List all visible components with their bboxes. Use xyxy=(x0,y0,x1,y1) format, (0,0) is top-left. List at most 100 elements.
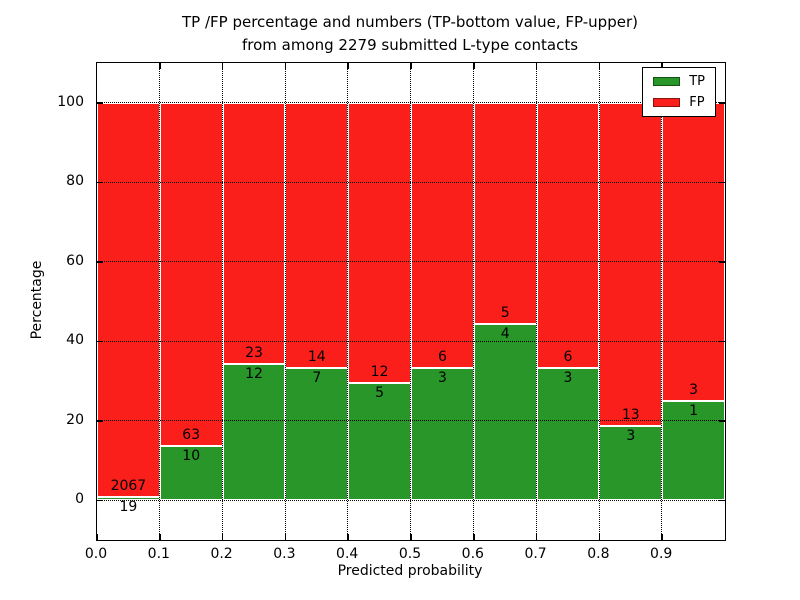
x-tick-mark-bottom xyxy=(473,534,475,540)
legend: TP FP xyxy=(642,67,716,117)
chart-title-line1: TP /FP percentage and numbers (TP-bottom… xyxy=(182,13,638,31)
x-tick-label: 0.2 xyxy=(210,546,233,562)
y-tick-label: 60 xyxy=(66,252,84,269)
bar-count-label-fp: 3 xyxy=(689,381,699,398)
y-tick-mark-right xyxy=(719,261,725,263)
y-tick-label: 0 xyxy=(75,491,84,508)
bar-count-label-fp: 6 xyxy=(563,348,573,365)
x-tick-mark-bottom xyxy=(661,534,663,540)
y-tick-label: 20 xyxy=(66,411,84,428)
x-tick-mark-top xyxy=(284,63,287,69)
grid-line-vertical xyxy=(284,63,286,540)
y-tick-label: 80 xyxy=(66,173,84,190)
x-tick-mark-top xyxy=(473,63,475,69)
x-tick-label: 0.3 xyxy=(273,546,296,562)
x-tick-label: 0.6 xyxy=(461,546,484,562)
y-tick-mark-left xyxy=(97,499,103,501)
x-tick-mark-top xyxy=(410,63,412,69)
y-tick-mark-left xyxy=(97,261,103,263)
bar-count-label-tp: 12 xyxy=(245,365,263,382)
bar-segment-fp xyxy=(348,102,411,384)
legend-swatch-fp xyxy=(653,98,681,107)
bar-count-label-fp: 6 xyxy=(437,348,447,365)
grid-line-vertical xyxy=(473,63,475,540)
legend-entry: TP xyxy=(653,75,705,88)
x-tick-mark-bottom xyxy=(598,534,601,540)
bar-count-label-fp: 13 xyxy=(621,406,640,423)
bar-count-label-tp: 3 xyxy=(563,369,573,386)
bar-segment-fp xyxy=(662,102,725,401)
bar-segment-fp xyxy=(473,102,537,324)
x-tick-mark-bottom xyxy=(410,534,412,540)
bar-count-label-fp: 2067 xyxy=(110,477,147,494)
bar-segment-fp xyxy=(285,102,349,368)
bar-segment-fp xyxy=(599,102,663,426)
x-tick-label: 0.7 xyxy=(524,546,547,562)
y-tick-label: 100 xyxy=(57,93,84,110)
bar-segment-fp xyxy=(536,102,600,368)
bar-count-label-fp: 23 xyxy=(245,344,263,361)
bar-segment-fp xyxy=(411,102,474,368)
bar-segment-tp xyxy=(285,367,349,501)
bar-segment-tp xyxy=(411,367,474,501)
grid-line-vertical xyxy=(535,63,537,540)
x-tick-mark-bottom xyxy=(159,534,161,540)
bar-count-label-tp: 3 xyxy=(626,427,636,444)
y-tick-label: 40 xyxy=(66,332,84,349)
x-tick-mark-bottom xyxy=(221,534,224,540)
x-tick-mark-bottom xyxy=(347,534,349,540)
bar-segment-tp xyxy=(222,363,286,501)
bar-count-label-fp: 12 xyxy=(370,364,389,381)
grid-line-vertical xyxy=(410,63,412,540)
x-tick-label: 0.8 xyxy=(587,546,610,562)
x-tick-label: 0.4 xyxy=(336,546,359,562)
y-tick-mark-left xyxy=(97,102,103,104)
x-tick-mark-bottom xyxy=(535,534,538,540)
x-axis-label: Predicted probability xyxy=(337,563,483,579)
x-tick-mark-top xyxy=(347,63,349,69)
bar-segment-fp xyxy=(159,102,223,446)
bar-count-label-tp: 7 xyxy=(312,369,322,386)
bar-count-label-tp: 1 xyxy=(689,402,699,419)
bar-count-label-fp: 5 xyxy=(500,304,510,321)
x-tick-label: 0.9 xyxy=(650,546,673,562)
grid-line-vertical xyxy=(221,63,223,540)
bar-segment-tp xyxy=(473,323,537,501)
y-tick-mark-right xyxy=(719,181,725,183)
bar-segment-fp xyxy=(97,102,160,497)
chart-title-line2: from among 2279 submitted L-type contact… xyxy=(241,36,579,54)
x-tick-mark-top xyxy=(598,63,601,69)
legend-label: FP xyxy=(689,95,705,110)
grid-line-vertical xyxy=(598,63,600,540)
bar-count-label-tp: 19 xyxy=(119,498,138,515)
bar-count-label-fp: 14 xyxy=(307,348,326,365)
bar-segment-tp xyxy=(536,367,600,501)
grid-line-vertical xyxy=(347,63,349,540)
y-tick-mark-right xyxy=(719,499,725,501)
bar-segment-fp xyxy=(222,102,286,364)
y-tick-mark-right xyxy=(719,102,725,104)
y-axis-label: Percentage xyxy=(29,260,45,340)
y-tick-mark-left xyxy=(97,181,103,183)
x-tick-label: 0.0 xyxy=(84,546,108,562)
bar-count-label-fp: 63 xyxy=(182,426,201,443)
x-tick-mark-top xyxy=(159,63,161,69)
x-tick-label: 0.5 xyxy=(398,546,422,562)
y-tick-mark-right xyxy=(719,340,725,342)
y-tick-mark-left xyxy=(97,340,103,342)
y-tick-mark-left xyxy=(97,420,103,422)
plot-area: TP FP 2067 19 63 10 23 12 14 7 12 5 6 3 5 4 6 3 13 3 3 1 xyxy=(96,62,726,541)
bar-count-label-tp: 3 xyxy=(437,369,447,386)
legend-entry: FP xyxy=(653,96,705,109)
bar-count-label-tp: 4 xyxy=(500,325,510,342)
x-tick-mark-top xyxy=(535,63,538,69)
legend-label: TP xyxy=(689,74,705,89)
x-tick-mark-top xyxy=(661,63,663,69)
x-tick-mark-top xyxy=(221,63,224,69)
y-tick-mark-right xyxy=(719,420,725,422)
grid-line-vertical xyxy=(159,63,161,540)
x-tick-mark-bottom xyxy=(284,534,287,540)
bar-count-label-tp: 5 xyxy=(375,385,385,402)
chart-title: TP /FP percentage and numbers (TP-bottom… xyxy=(96,11,724,57)
